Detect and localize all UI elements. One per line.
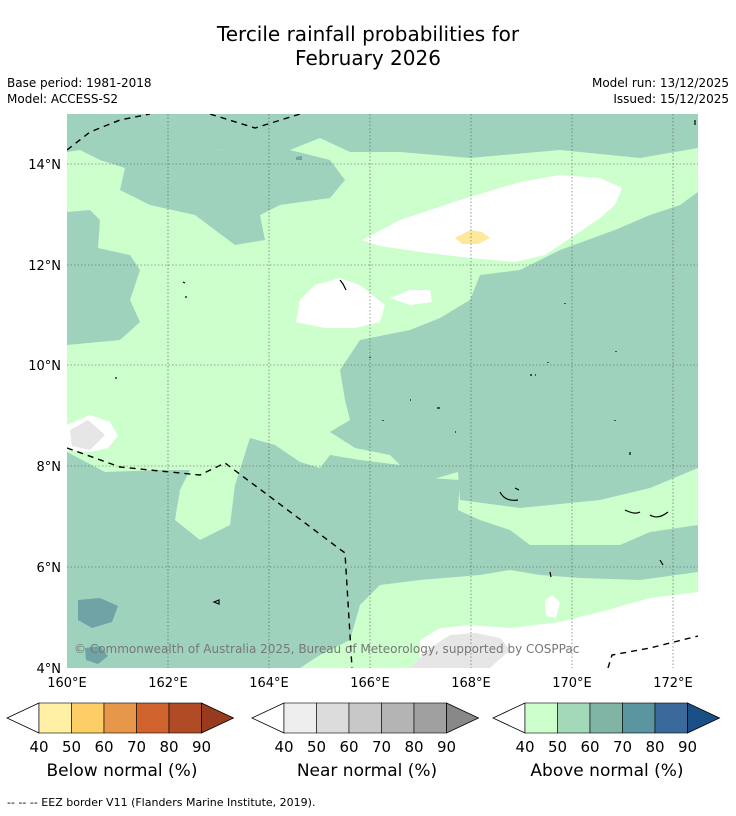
colorbar-tick-label: 80 [404, 738, 423, 756]
above-normal-50-region-east [330, 192, 698, 508]
colorbar-tick-label: 90 [678, 738, 697, 756]
colorbars: 40 50 60 70 80 90 40 50 60 70 80 90 40 50 60 70 80 90 [6, 702, 721, 756]
lon-label: 166°E [350, 676, 390, 691]
no-signal-region-central-small [390, 290, 432, 305]
colorbar-lower-arrow [492, 702, 526, 734]
above-normal-50-region-north [67, 114, 698, 245]
footnote: -- -- -- EEZ border V11 (Flanders Marine… [7, 796, 316, 809]
lon-label: 168°E [451, 676, 491, 691]
colorbar-tick-label: 40 [515, 738, 534, 756]
colorbar-tick-label: 60 [580, 738, 599, 756]
model-run: Model run: 13/12/2025 [591, 76, 729, 90]
copyright-notice: © Commonwealth of Australia 2025, Bureau… [74, 642, 579, 656]
eez-borders [67, 114, 698, 668]
colorbar-tick-label: 60 [339, 738, 358, 756]
lat-label: 6°N [37, 561, 62, 576]
longitude-labels: 160°E 162°E 164°E 166°E 168°E 170°E 172°… [47, 676, 693, 691]
below-normal-legend-label: Below normal (%) [46, 761, 198, 781]
lat-label: 8°N [37, 460, 62, 475]
colorbar-above: 40 50 60 70 80 90 [492, 702, 721, 756]
colorbar-segment [622, 702, 656, 734]
gridlines [67, 114, 698, 668]
colorbar-segment [589, 702, 623, 734]
colorbar-tick-label: 40 [274, 738, 293, 756]
near-normal-patch-south [410, 633, 510, 668]
colorbar-tick-label: 50 [307, 738, 326, 756]
no-signal-region-central [296, 278, 385, 328]
colorbar-tick-label: 70 [127, 738, 146, 756]
colorbar-segment [557, 702, 591, 734]
colorbar-lower-arrow [6, 702, 40, 734]
below-normal-patch [455, 230, 490, 244]
colorbar-upper-arrow [201, 702, 235, 734]
colorbar-tick-label: 90 [192, 738, 211, 756]
colorbar-tick-label: 80 [159, 738, 178, 756]
colorbar-segment [348, 702, 382, 734]
colorbar-tick-label: 80 [645, 738, 664, 756]
above-normal-legend-label: Above normal (%) [530, 761, 684, 781]
no-signal-region-north [362, 175, 622, 262]
above-normal-50-region-south [67, 438, 698, 668]
colorbar-segment [316, 702, 350, 734]
colorbar-tick-label: 60 [94, 738, 113, 756]
title-line-1: Tercile rainfall probabilities for [216, 22, 520, 46]
lon-label: 162°E [148, 676, 188, 691]
colorbar-tick-label: 70 [613, 738, 632, 756]
colorbar-segment [136, 702, 170, 734]
colorbar-segment [38, 702, 72, 734]
colorbar-segment [413, 702, 447, 734]
colorbar-tick-label: 70 [372, 738, 391, 756]
lat-label: 14°N [28, 158, 61, 173]
colorbar-segment [71, 702, 105, 734]
colorbar-tick-label: 50 [62, 738, 81, 756]
near-normal-legend-label: Near normal (%) [296, 761, 438, 781]
colorbar-segment [168, 702, 202, 734]
above-normal-50-region-west [67, 210, 140, 345]
colorbar-tick-label: 50 [548, 738, 567, 756]
meta-left: Base period: 1981-2018 Model: ACCESS-S2 [7, 75, 152, 107]
lon-label: 160°E [47, 676, 87, 691]
model-name: Model: ACCESS-S2 [7, 92, 119, 106]
above-normal-70-patch-north [296, 156, 302, 160]
lat-label: 10°N [28, 359, 61, 374]
base-period: Base period: 1981-2018 [7, 76, 152, 90]
map-area: © Commonwealth of Australia 2025, Bureau… [67, 114, 698, 668]
chart-title: Tercile rainfall probabilities for Febru… [0, 22, 736, 70]
colorbar-segment [524, 702, 558, 734]
lon-label: 164°E [249, 676, 289, 691]
above-normal-70-patch-sw-small [85, 646, 108, 664]
latitude-labels: 14°N 12°N 10°N 8°N 6°N 4°N [28, 158, 61, 677]
colorbar-near: 40 50 60 70 80 90 [251, 702, 480, 756]
colorbar-lower-arrow [251, 702, 285, 734]
colorbar-segment [381, 702, 415, 734]
colorbar-segment [283, 702, 317, 734]
colorbar-tick-label: 40 [29, 738, 48, 756]
colorbar-below: 40 50 60 70 80 90 [6, 702, 235, 756]
island-outlines [115, 120, 696, 605]
lat-label: 4°N [37, 662, 62, 677]
above-normal-70-patch-sw [78, 598, 118, 628]
colorbar-upper-arrow [446, 702, 480, 734]
colorbar-tick-label: 90 [437, 738, 456, 756]
colorbar-segment [654, 702, 688, 734]
lon-label: 170°E [552, 676, 592, 691]
title-line-2: February 2026 [295, 46, 441, 70]
lat-label: 12°N [28, 259, 61, 274]
issued-date: Issued: 15/12/2025 [613, 92, 729, 106]
colorbar-segment [103, 702, 137, 734]
colorbar-upper-arrow [687, 702, 721, 734]
no-signal-region-small-dot [545, 595, 560, 618]
lon-label: 172°E [653, 676, 693, 691]
meta-right: Model run: 13/12/2025 Issued: 15/12/2025 [592, 75, 729, 107]
near-normal-patch-west [70, 420, 105, 450]
